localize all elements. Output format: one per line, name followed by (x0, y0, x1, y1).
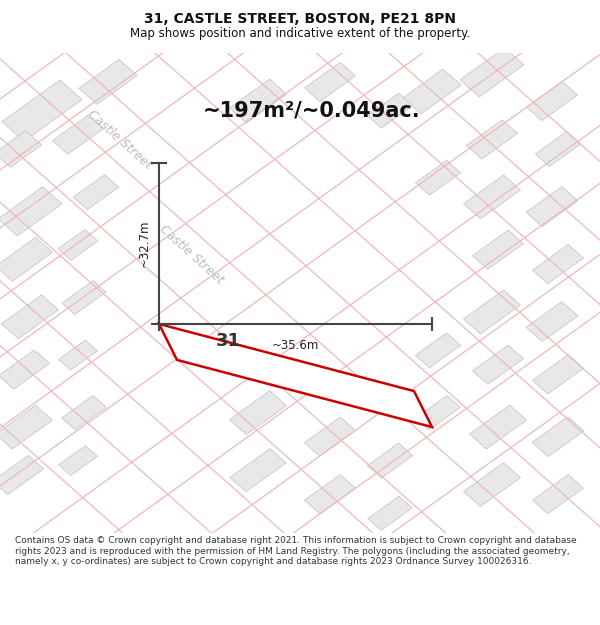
Text: ~32.7m: ~32.7m (137, 220, 151, 268)
Text: Map shows position and indicative extent of the property.: Map shows position and indicative extent… (130, 27, 470, 40)
Polygon shape (415, 333, 461, 367)
Polygon shape (526, 302, 578, 341)
Polygon shape (2, 80, 82, 141)
Polygon shape (305, 474, 355, 514)
Polygon shape (0, 456, 43, 494)
Polygon shape (230, 449, 286, 492)
Polygon shape (59, 340, 97, 370)
Polygon shape (464, 290, 520, 334)
Polygon shape (464, 462, 520, 506)
Text: 31: 31 (215, 332, 241, 350)
Polygon shape (58, 229, 98, 260)
Polygon shape (473, 230, 523, 269)
Polygon shape (0, 187, 62, 236)
Text: Castle Street: Castle Street (157, 222, 227, 286)
Polygon shape (526, 187, 578, 226)
Polygon shape (62, 281, 106, 314)
Polygon shape (0, 238, 52, 281)
Polygon shape (532, 417, 584, 457)
Polygon shape (230, 391, 286, 434)
Polygon shape (415, 160, 461, 195)
Polygon shape (79, 59, 137, 104)
Text: ~35.6m: ~35.6m (272, 339, 319, 352)
Polygon shape (305, 62, 355, 101)
Polygon shape (0, 131, 41, 168)
Polygon shape (464, 175, 520, 219)
Polygon shape (0, 405, 52, 449)
Polygon shape (460, 48, 524, 97)
Polygon shape (535, 131, 581, 166)
Polygon shape (367, 93, 413, 128)
Polygon shape (527, 81, 577, 121)
Polygon shape (73, 174, 119, 209)
Polygon shape (159, 324, 432, 427)
Polygon shape (470, 405, 526, 449)
Polygon shape (368, 496, 412, 531)
Polygon shape (533, 244, 583, 284)
Text: Contains OS data © Crown copyright and database right 2021. This information is : Contains OS data © Crown copyright and d… (15, 536, 577, 566)
Polygon shape (0, 350, 49, 389)
Text: 31, CASTLE STREET, BOSTON, PE21 8PN: 31, CASTLE STREET, BOSTON, PE21 8PN (144, 12, 456, 26)
Polygon shape (403, 69, 461, 114)
Polygon shape (230, 79, 286, 123)
Polygon shape (416, 396, 460, 430)
Polygon shape (473, 345, 523, 384)
Text: ~197m²/~0.049ac.: ~197m²/~0.049ac. (203, 101, 421, 121)
Polygon shape (305, 417, 355, 456)
Text: Castle Street: Castle Street (85, 107, 155, 171)
Polygon shape (2, 295, 58, 339)
Polygon shape (59, 446, 97, 476)
Polygon shape (467, 120, 517, 159)
Polygon shape (533, 355, 583, 394)
Polygon shape (53, 115, 103, 154)
Polygon shape (533, 474, 583, 514)
Polygon shape (62, 396, 106, 430)
Polygon shape (367, 443, 413, 478)
